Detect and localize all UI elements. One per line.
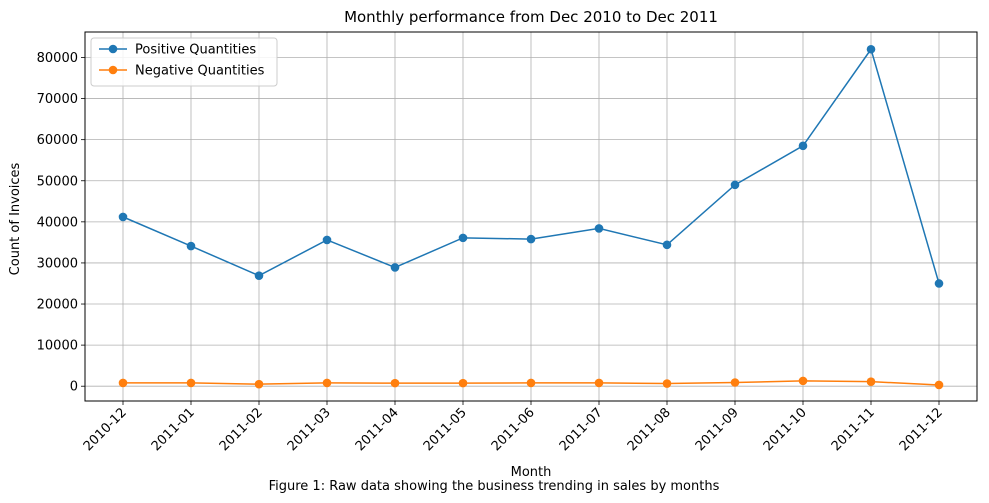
data-point-2 xyxy=(730,378,740,387)
data-point-2 xyxy=(390,378,400,388)
legend-swatch-marker xyxy=(108,44,118,54)
data-point-2 xyxy=(594,378,604,388)
y-tick-label: 30000 xyxy=(37,256,78,271)
data-point-2 xyxy=(118,378,128,388)
x-tick-label: 2011-02 xyxy=(217,405,266,454)
data-point-1 xyxy=(390,263,400,272)
data-point-1 xyxy=(730,180,740,190)
x-tick-label: 2011-10 xyxy=(761,405,810,454)
data-point-1 xyxy=(934,279,944,288)
data-point-1 xyxy=(866,44,876,54)
y-axis-label: Count of Invoices xyxy=(8,162,23,275)
data-point-1 xyxy=(662,240,672,250)
x-tick-label: 2011-01 xyxy=(149,405,198,454)
series-layer xyxy=(118,44,944,390)
data-point-1 xyxy=(594,224,604,233)
x-tick-label: 2011-06 xyxy=(489,405,538,454)
y-tick-label: 40000 xyxy=(37,215,78,230)
data-point-2 xyxy=(798,376,808,386)
x-tick-label: 2011-08 xyxy=(625,405,674,454)
data-point-1 xyxy=(526,234,536,244)
figure-caption: Figure 1: Raw data showing the business … xyxy=(269,479,720,494)
x-tick-label: 2011-09 xyxy=(693,405,742,454)
legend-swatch-marker xyxy=(108,65,118,75)
y-tick-label: 50000 xyxy=(37,174,78,189)
data-point-1 xyxy=(458,233,468,243)
y-tick-label: 60000 xyxy=(37,133,78,148)
x-axis-ticks: 2010-12 2011-01 2011-02 2011-03 2011-04 2011-… xyxy=(81,401,946,454)
chart-title: Monthly performance from Dec 2010 to Dec… xyxy=(344,8,718,26)
legend-entry-label: Negative Quantities xyxy=(135,64,265,79)
y-tick-label: 80000 xyxy=(37,51,78,66)
grid-lines xyxy=(85,32,977,401)
y-tick-label: 0 xyxy=(70,380,78,395)
data-point-1 xyxy=(322,235,332,245)
x-tick-label: 2011-12 xyxy=(897,405,946,454)
x-tick-label: 2011-07 xyxy=(557,405,606,454)
data-point-2 xyxy=(526,378,536,388)
data-point-1 xyxy=(798,141,808,151)
data-point-2 xyxy=(186,378,196,388)
data-point-2 xyxy=(934,380,944,390)
data-point-2 xyxy=(866,377,876,386)
legend-box xyxy=(90,37,278,87)
x-tick-label: 2011-05 xyxy=(421,405,470,454)
plot-area-frame xyxy=(84,31,978,402)
legend: Positive Quantities Negative Quantities xyxy=(90,37,278,87)
data-point-1 xyxy=(118,212,128,222)
legend-entry-label: Positive Quantities xyxy=(135,43,256,58)
y-tick-label: 20000 xyxy=(37,298,78,313)
data-point-2 xyxy=(322,378,332,388)
data-point-1 xyxy=(254,271,264,280)
data-point-1 xyxy=(186,241,196,251)
x-axis-label: Month xyxy=(511,465,552,480)
x-tick-label: 2011-03 xyxy=(285,405,334,454)
data-point-2 xyxy=(458,378,468,388)
data-point-2 xyxy=(662,379,672,388)
x-tick-label: 2011-04 xyxy=(353,405,402,454)
x-tick-label: 2011-11 xyxy=(829,405,878,454)
y-axis-ticks: 0 10000 20000 30000 40000 50000 60000 70000 8000… xyxy=(37,51,85,395)
y-tick-label: 70000 xyxy=(37,92,78,107)
y-tick-label: 10000 xyxy=(37,339,78,354)
x-tick-label: 2010-12 xyxy=(81,405,130,454)
data-point-2 xyxy=(254,379,264,389)
